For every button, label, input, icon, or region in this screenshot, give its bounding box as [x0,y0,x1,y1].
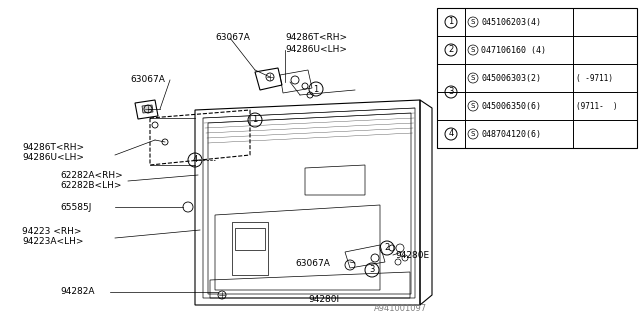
Text: 63067A: 63067A [130,76,165,84]
Text: 4: 4 [193,156,198,164]
Text: 2: 2 [385,244,390,252]
Text: (9711-  ): (9711- ) [576,101,618,110]
Text: 045106203(4): 045106203(4) [481,18,541,27]
Text: 94223 <RH>: 94223 <RH> [22,228,81,236]
Text: 94286T<RH>: 94286T<RH> [22,143,84,153]
Text: 63067A: 63067A [215,34,250,43]
Text: A941001097: A941001097 [374,304,427,313]
Bar [437,8,637,148]
Text: 94286T<RH>: 94286T<RH> [285,34,347,43]
Text: 94286U<LH>: 94286U<LH> [285,45,347,54]
Text: 63067A: 63067A [295,259,330,268]
Text: 94282A: 94282A [60,287,95,297]
Text: 2: 2 [449,45,454,54]
Text: 94280I: 94280I [308,295,339,305]
Text: 62282A<RH>: 62282A<RH> [60,171,123,180]
Text: 62282B<LH>: 62282B<LH> [60,180,122,189]
Text: S: S [471,131,475,137]
Text: S: S [471,47,475,53]
Text: 045006350(6): 045006350(6) [481,101,541,110]
Text: 65585J: 65585J [60,203,92,212]
Text: 1: 1 [449,18,454,27]
Polygon shape [142,105,153,113]
Text: 048704120(6): 048704120(6) [481,130,541,139]
Text: 3: 3 [369,266,374,275]
Text: 3: 3 [448,87,454,97]
Text: 94280E: 94280E [395,251,429,260]
Text: 94223A<LH>: 94223A<LH> [22,237,83,246]
Text: 047106160 (4): 047106160 (4) [481,45,546,54]
Text: 94286U<LH>: 94286U<LH> [22,154,84,163]
Text: 4: 4 [449,130,454,139]
Text: 1: 1 [252,116,258,124]
Text: 045006303(2): 045006303(2) [481,74,541,83]
Text: 1: 1 [314,84,319,93]
Text: S: S [471,19,475,25]
Text: ( -9711): ( -9711) [576,74,613,83]
Text: S: S [471,103,475,109]
Text: S: S [471,75,475,81]
